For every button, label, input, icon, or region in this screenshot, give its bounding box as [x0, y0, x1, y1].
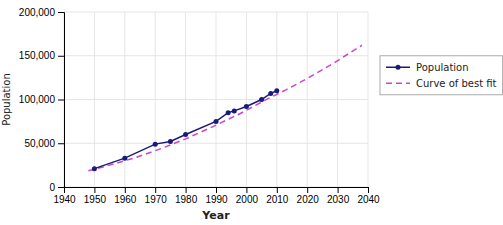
- x-tick-label: 1970: [145, 194, 168, 205]
- x-tick-mark: [125, 187, 126, 193]
- y-tick: 50,000: [24, 138, 64, 149]
- legend-item: Population: [386, 62, 469, 73]
- grid: [64, 12, 368, 187]
- x-tick: 2040: [357, 187, 380, 205]
- x-tick: 1970: [145, 187, 168, 205]
- x-axis: 1940 1950 1960 1970 1980 1990 2000 2010 2020 2030…: [53, 187, 380, 205]
- point: [168, 139, 173, 144]
- y-tick-label: 0: [49, 182, 55, 193]
- point: [274, 88, 279, 93]
- x-tick-mark: [246, 187, 247, 193]
- y-axis: 0 50,000 100,000 150,000 200,000: [19, 7, 65, 193]
- x-tick: 1990: [205, 187, 228, 205]
- x-tick-label: 1990: [205, 194, 228, 205]
- grid-line: [64, 99, 368, 100]
- y-tick-mark: [58, 100, 64, 101]
- grid-line: [64, 12, 368, 13]
- y-tick-label: 200,000: [19, 7, 56, 18]
- point: [122, 156, 127, 161]
- x-tick-mark: [307, 187, 308, 193]
- y-tick-label: 150,000: [19, 50, 56, 61]
- point: [268, 91, 273, 96]
- x-tick-label: 1940: [53, 194, 76, 205]
- y-tick-mark: [58, 187, 64, 188]
- point: [183, 132, 188, 137]
- series: [88, 45, 362, 171]
- x-tick: 2010: [266, 187, 289, 205]
- x-tick: 1950: [84, 187, 107, 205]
- x-tick-mark: [94, 187, 95, 193]
- x-tick-label: 1960: [114, 194, 137, 205]
- y-axis-line: [58, 13, 65, 188]
- y-tick: 0: [49, 182, 64, 193]
- y-tick-mark: [58, 143, 64, 144]
- y-axis-title: Population: [1, 73, 12, 126]
- x-tick: 1980: [175, 187, 198, 205]
- y-tick-label: 50,000: [24, 138, 55, 149]
- y-tick-mark: [58, 56, 64, 57]
- y-tick: 100,000: [19, 94, 64, 105]
- x-tick-label: 2040: [357, 194, 380, 205]
- point: [92, 166, 97, 171]
- y-tick: 200,000: [19, 7, 64, 18]
- x-tick: 1940: [53, 187, 76, 205]
- x-tick-mark: [338, 187, 339, 193]
- point: [153, 142, 158, 147]
- x-axis-line: [65, 188, 369, 194]
- x-tick-mark: [368, 187, 369, 193]
- legend-item: Curve of best fit: [386, 78, 497, 89]
- marks: [88, 45, 362, 171]
- x-tick-label: 2030: [327, 194, 350, 205]
- x-axis-title: Year: [201, 209, 230, 222]
- x-tick-mark: [155, 187, 156, 193]
- grid-line: [64, 55, 368, 56]
- x-tick-label: 1950: [84, 194, 107, 205]
- point: [259, 97, 264, 102]
- legend-marker: [396, 65, 401, 70]
- x-tick: 1960: [114, 187, 137, 205]
- y-tick-mark: [58, 12, 64, 13]
- x-tick-label: 2000: [236, 194, 259, 205]
- legend: Population Curve of best fit: [380, 56, 503, 95]
- series-line: [94, 91, 276, 169]
- x-tick-label: 2020: [297, 194, 320, 205]
- x-tick-mark: [277, 187, 278, 193]
- plot: 1940 1950 1960 1970 1980 1990 2000 2010 2020 2030…: [1, 7, 380, 222]
- x-tick-mark: [186, 187, 187, 193]
- legend-label: Population: [416, 62, 469, 73]
- grid-line: [64, 143, 368, 144]
- x-tick-label: 2010: [266, 194, 289, 205]
- x-tick: 2000: [236, 187, 259, 205]
- y-tick: 150,000: [19, 50, 64, 61]
- x-tick-label: 1980: [175, 194, 198, 205]
- series: [92, 88, 279, 171]
- x-tick: 2030: [327, 187, 350, 205]
- chart: 1940 1950 1960 1970 1980 1990 2000 2010 2020 2030…: [0, 0, 503, 225]
- legend-swatch: [386, 83, 410, 85]
- y-tick-label: 100,000: [19, 94, 56, 105]
- series-line: [88, 45, 362, 171]
- x-tick-mark: [216, 187, 217, 193]
- point: [244, 104, 249, 109]
- legend-label: Curve of best fit: [416, 78, 497, 89]
- point: [214, 119, 219, 124]
- point: [232, 108, 237, 113]
- point: [226, 110, 231, 115]
- legend-box: [380, 56, 503, 95]
- x-tick: 2020: [297, 187, 320, 205]
